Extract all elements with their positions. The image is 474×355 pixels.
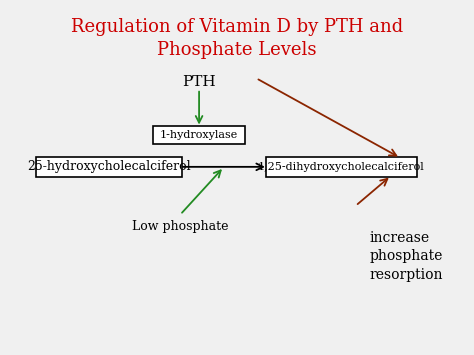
Text: Low phosphate: Low phosphate: [132, 220, 228, 233]
Text: increase
phosphate
resorption: increase phosphate resorption: [370, 231, 443, 282]
Text: 1,25-dihydroxycholecalciferol: 1,25-dihydroxycholecalciferol: [258, 162, 425, 172]
Text: 1-hydroxylase: 1-hydroxylase: [160, 130, 238, 140]
Text: 25-hydroxycholecalciferol: 25-hydroxycholecalciferol: [27, 160, 191, 173]
FancyBboxPatch shape: [154, 126, 245, 144]
FancyBboxPatch shape: [36, 157, 182, 177]
Text: PTH: PTH: [182, 75, 216, 89]
Text: Regulation of Vitamin D by PTH and: Regulation of Vitamin D by PTH and: [71, 18, 403, 36]
FancyBboxPatch shape: [266, 157, 417, 177]
Text: Phosphate Levels: Phosphate Levels: [157, 41, 317, 59]
